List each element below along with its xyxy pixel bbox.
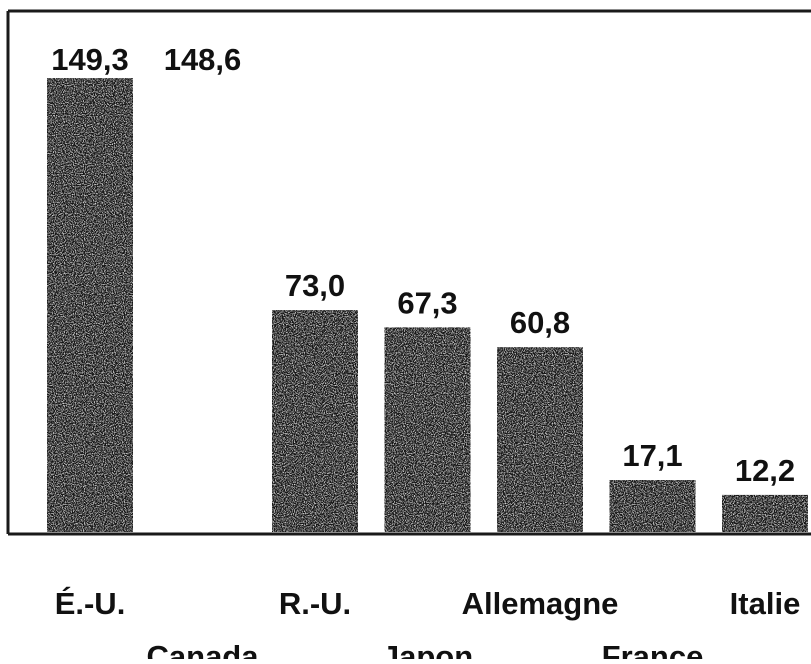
- bars-layer: [47, 78, 808, 532]
- value-label: 149,3: [51, 42, 129, 77]
- category-label: Japon: [382, 639, 473, 659]
- category-label: Italie: [730, 586, 801, 621]
- category-labels-layer: É.-U. Canada R.-U. Japon Allemagne France Ital…: [55, 586, 801, 664]
- value-label: 12,2: [735, 453, 795, 488]
- value-labels-layer: 149,3 148,6 73,0 67,3 60,8 17,1 12,2: [51, 42, 795, 488]
- bar-japon: [384, 327, 471, 532]
- bar-u: [47, 78, 133, 532]
- value-label: 60,8: [510, 305, 570, 340]
- bar-italie: [722, 494, 808, 532]
- bar-r-u: [272, 310, 358, 532]
- value-label: 67,3: [397, 285, 457, 320]
- category-label: France: [602, 639, 704, 659]
- category-label: É.-U.: [55, 586, 126, 621]
- bar-france: [609, 480, 696, 532]
- category-label: R.-U.: [279, 586, 351, 621]
- value-label: 17,1: [622, 438, 682, 473]
- category-label: Allemagne: [462, 586, 619, 621]
- bar-allemagne: [497, 347, 583, 532]
- category-label: Canada: [147, 639, 260, 659]
- value-label: 148,6: [164, 42, 242, 77]
- value-label: 73,0: [285, 268, 345, 303]
